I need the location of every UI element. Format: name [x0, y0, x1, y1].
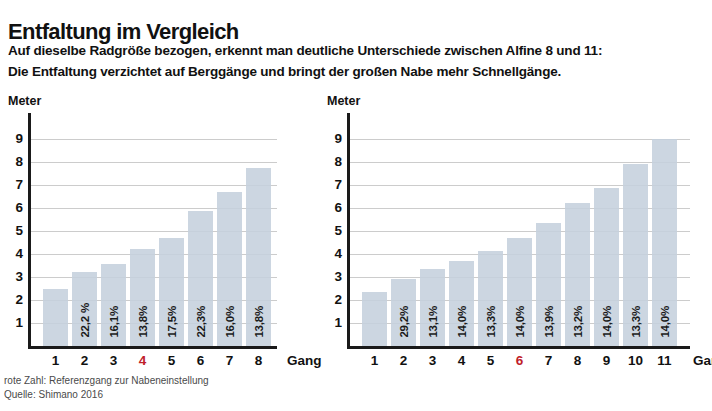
bar-percent-label: 17,5%: [166, 306, 178, 338]
x-axis-tick-labels: 123456789 10 11 Gang: [350, 353, 712, 368]
plot-area: 22,2 % 16,1% 13,8% 17,5% 22,3% 16,0% 13,8%: [28, 113, 277, 349]
bar: 13,1%: [420, 269, 445, 346]
y-tick-label: 4: [334, 246, 342, 262]
bar: 14,0%: [594, 188, 619, 346]
y-tick-label: 9: [334, 131, 342, 147]
x-tick-label: 10: [623, 353, 648, 368]
bar-percent-label: 13,9%: [543, 306, 555, 338]
infographic: Entfaltung im Vergleich Auf dieselbe Rad…: [0, 0, 712, 411]
bar: 17,5%: [159, 238, 184, 346]
chart-body: 1 2 3 4 5 6 7 8 9 29,2% 13,1% 14,0% 13,3% 14,0% 13,9%…: [327, 113, 712, 349]
bar: [43, 289, 68, 347]
bar-percent-label: 16,1%: [108, 306, 120, 338]
bar-percent-label: 22,2 %: [79, 303, 91, 338]
x-tick-label: 5: [159, 353, 184, 368]
bar-percent-label: 22,3%: [195, 306, 207, 338]
chart-alfine-8: Meter 123456789 22,2 %16,1%13,8%17,5%22,…: [8, 94, 322, 368]
x-tick-label-reference: 4: [130, 353, 155, 368]
y-tick-label: 5: [334, 223, 342, 239]
x-tick-label: 6: [188, 353, 213, 368]
bar-percent-label: 29,2%: [398, 306, 410, 338]
x-tick-label: 2: [391, 353, 416, 368]
y-tick-label: 6: [334, 200, 342, 216]
x-tick-label: 1: [43, 353, 68, 368]
bar: 29,2%: [391, 279, 416, 346]
plot-area: 29,2% 13,1% 14,0% 13,3% 14,0% 13,9% 13,2% 14,0%…: [347, 113, 690, 349]
y-tick-label: 2: [15, 292, 23, 308]
y-tick-label: 7: [15, 177, 23, 193]
x-axis-tick-labels: 12345678 Gang: [31, 353, 322, 368]
y-tick-label: 6: [15, 200, 23, 216]
footnote-source: Quelle: Shimano 2016: [4, 388, 209, 402]
bar-percent-label: 13,8%: [137, 306, 149, 338]
chart-alfine-11: Meter 123456789 29,2%13,1%14,0%13,3%14,0…: [327, 94, 712, 368]
x-axis-title: Gang: [693, 353, 712, 368]
bar-percent-label: 14,0%: [659, 306, 671, 338]
footnote: rote Zahl: Referenzgang zur Nabeneinstel…: [4, 374, 209, 401]
y-tick-label: 4: [15, 246, 23, 262]
bar: 22,2 %: [72, 272, 97, 346]
y-axis-unit-label: Meter: [327, 94, 712, 108]
x-tick-label: 1: [362, 353, 387, 368]
x-tick-label: 8: [565, 353, 590, 368]
subtitle: Auf dieselbe Radgröße bezogen, erkennt m…: [8, 40, 602, 82]
bar-percent-label: 14,0%: [601, 306, 613, 338]
y-tick-label: 3: [15, 269, 23, 285]
x-tick-label: 11: [652, 353, 677, 368]
x-tick-label: 8: [246, 353, 271, 368]
subtitle-line-1: Auf dieselbe Radgröße bezogen, erkennt m…: [8, 40, 602, 61]
y-tick-label: 8: [334, 154, 342, 170]
bar-percent-label: 13,1%: [427, 306, 439, 338]
y-tick-label: 9: [15, 131, 23, 147]
y-axis-unit-label: Meter: [8, 94, 322, 108]
y-axis-tick-labels: 1 2 3 4 5 6 7 8 9: [8, 113, 28, 346]
grid-line: [31, 162, 277, 163]
bar: 22,3%: [188, 211, 213, 346]
bars-row: 22,2 % 16,1% 13,8% 17,5% 22,3% 16,0% 13,8%: [31, 168, 277, 346]
bar: 13,2%: [565, 203, 590, 346]
y-tick-label: 3: [334, 269, 342, 285]
bar: 16,0%: [217, 192, 242, 346]
footnote-reference-note: rote Zahl: Referenzgang zur Nabeneinstel…: [4, 374, 209, 388]
y-tick-label: 1: [334, 315, 342, 331]
bar-percent-label: 13,2%: [572, 306, 584, 338]
x-tick-label: 9: [594, 353, 619, 368]
bar-percent-label: 13,3%: [485, 306, 497, 338]
bar: 13,8%: [130, 249, 155, 346]
bar: 13,3%: [623, 164, 648, 346]
bar-percent-label: 14,0%: [456, 306, 468, 338]
bar-percent-label: 13,3%: [630, 306, 642, 338]
bar: 13,3%: [478, 251, 503, 346]
x-tick-label: 3: [101, 353, 126, 368]
x-tick-label: 5: [478, 353, 503, 368]
bar: 14,0%: [449, 261, 474, 346]
y-tick-label: 1: [15, 315, 23, 331]
y-tick-label: 5: [15, 223, 23, 239]
x-tick-label-reference: 6: [507, 353, 532, 368]
x-tick-label: 7: [536, 353, 561, 368]
bar: 14,0%: [652, 139, 677, 346]
x-tick-label: 2: [72, 353, 97, 368]
y-tick-label: 8: [15, 154, 23, 170]
x-tick-label: 7: [217, 353, 242, 368]
x-tick-label: 3: [420, 353, 445, 368]
x-tick-label: 4: [449, 353, 474, 368]
y-tick-label: 7: [334, 177, 342, 193]
bar: 13,8%: [246, 168, 271, 346]
bar: [362, 292, 387, 346]
bar: 14,0%: [507, 238, 532, 346]
bar: 16,1%: [101, 264, 126, 346]
y-axis-tick-labels: 1 2 3 4 5 6 7 8 9: [327, 113, 347, 346]
chart-body: 1 2 3 4 5 6 7 8 9 22,2 % 16,1% 13,8% 17,5% 22,3% 16,0…: [8, 113, 322, 349]
y-tick-label: 2: [334, 292, 342, 308]
grid-line: [31, 139, 277, 140]
x-axis-title: Gang: [287, 353, 322, 368]
bar-percent-label: 13,8%: [253, 306, 265, 338]
subtitle-line-2: Die Entfaltung verzichtet auf Berggänge …: [8, 61, 602, 82]
bar: 13,9%: [536, 223, 561, 346]
bar-percent-label: 14,0%: [514, 306, 526, 338]
bars-row: 29,2% 13,1% 14,0% 13,3% 14,0% 13,9% 13,2% 14,0%…: [350, 139, 690, 346]
bar-percent-label: 16,0%: [224, 306, 236, 338]
